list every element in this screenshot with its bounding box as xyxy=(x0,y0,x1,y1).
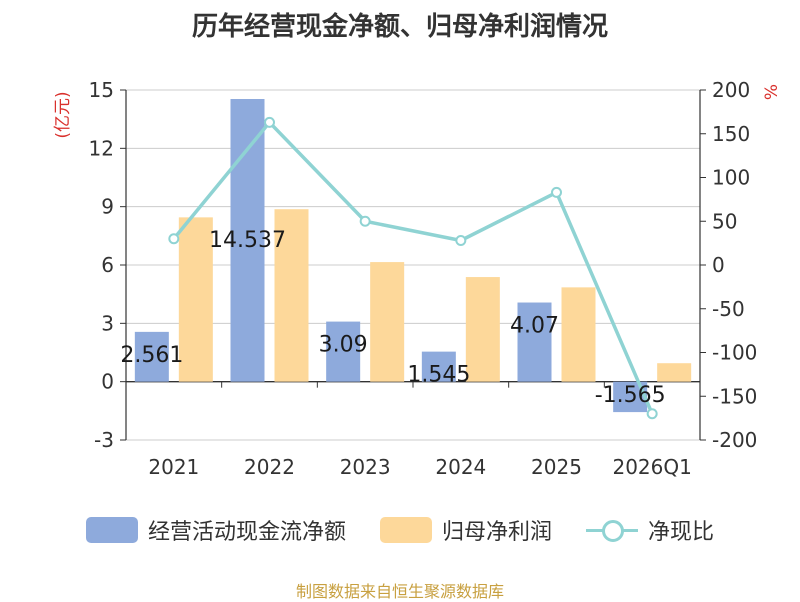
y-left-tick-label: 0 xyxy=(101,370,114,394)
y-left-tick-label: -3 xyxy=(94,428,114,452)
x-tick-label: 2025 xyxy=(531,455,582,479)
x-tick-label: 2026Q1 xyxy=(612,455,691,479)
y-right-tick-label: -150 xyxy=(712,384,757,408)
bar xyxy=(370,262,405,382)
bar-data-label: 14.537 xyxy=(209,228,286,253)
bar xyxy=(326,321,361,382)
bar xyxy=(134,331,169,382)
bar xyxy=(421,351,456,382)
source-note: 制图数据来自恒生聚源数据库 xyxy=(295,582,504,601)
y-right-tick-label: 100 xyxy=(712,166,750,190)
y-left-tick-label: 15 xyxy=(89,78,114,102)
bar-data-label: 2.561 xyxy=(120,343,183,368)
bar-data-label: 4.07 xyxy=(510,314,559,339)
legend-label-ratio: 净现比 xyxy=(648,520,715,545)
ratio-point xyxy=(551,186,562,198)
bar xyxy=(230,99,265,382)
legend-item-ratio[interactable]: 净现比 xyxy=(586,514,714,546)
y-right-tick-label: -50 xyxy=(712,297,745,321)
legend-label-profit: 归母净利润 xyxy=(441,520,552,545)
y-right-tick-label: 0 xyxy=(712,253,725,277)
x-tick-label: 2021 xyxy=(148,455,199,479)
x-tick-label: 2022 xyxy=(244,455,295,479)
y-right-tick-label: 150 xyxy=(712,122,750,146)
y-left-tick-label: 6 xyxy=(101,253,114,277)
y-right-tick-label: -100 xyxy=(712,341,757,365)
y-left-tick-label: 3 xyxy=(101,311,114,335)
ratio-point xyxy=(359,215,371,227)
y-right-tick-label: 200 xyxy=(712,78,750,102)
y-left-tick-label: 12 xyxy=(89,136,114,160)
x-tick-label: 2024 xyxy=(435,455,486,479)
bar xyxy=(517,302,552,382)
ratio-point xyxy=(168,233,180,245)
y-right-tick-label: 50 xyxy=(712,209,737,233)
y-right-unit: % xyxy=(762,84,782,100)
ratio-point xyxy=(455,235,467,246)
legend: 经营活动现金流净额 归母净利润 净现比 xyxy=(0,514,800,546)
legend-swatch-ratio xyxy=(586,517,638,543)
legend-item-cashflow[interactable]: 经营活动现金流净额 xyxy=(85,514,346,546)
chart-title: 历年经营现金净额、归母净利润情况 xyxy=(191,12,608,42)
bar xyxy=(561,287,596,382)
legend-item-profit[interactable]: 归母净利润 xyxy=(379,514,552,546)
ratio-line xyxy=(172,119,654,415)
legend-label-cashflow: 经营活动现金流净额 xyxy=(147,520,346,545)
legend-swatch-cashflow xyxy=(85,517,138,543)
bar-data-label: -1.565 xyxy=(595,383,666,408)
bar-data-label: 1.545 xyxy=(407,363,470,388)
y-left-tick-label: 9 xyxy=(101,195,114,219)
ratio-point xyxy=(646,408,658,420)
bar xyxy=(465,277,500,382)
ratio-point xyxy=(264,116,275,128)
y-right-tick-label: -200 xyxy=(712,428,757,452)
legend-swatch-profit xyxy=(379,517,432,543)
bar xyxy=(657,363,692,382)
x-tick-label: 2023 xyxy=(340,455,391,479)
y-left-unit: (亿元) xyxy=(53,91,73,138)
bar-data-label: 3.09 xyxy=(319,333,368,358)
bar xyxy=(178,217,213,382)
bar xyxy=(274,209,309,382)
